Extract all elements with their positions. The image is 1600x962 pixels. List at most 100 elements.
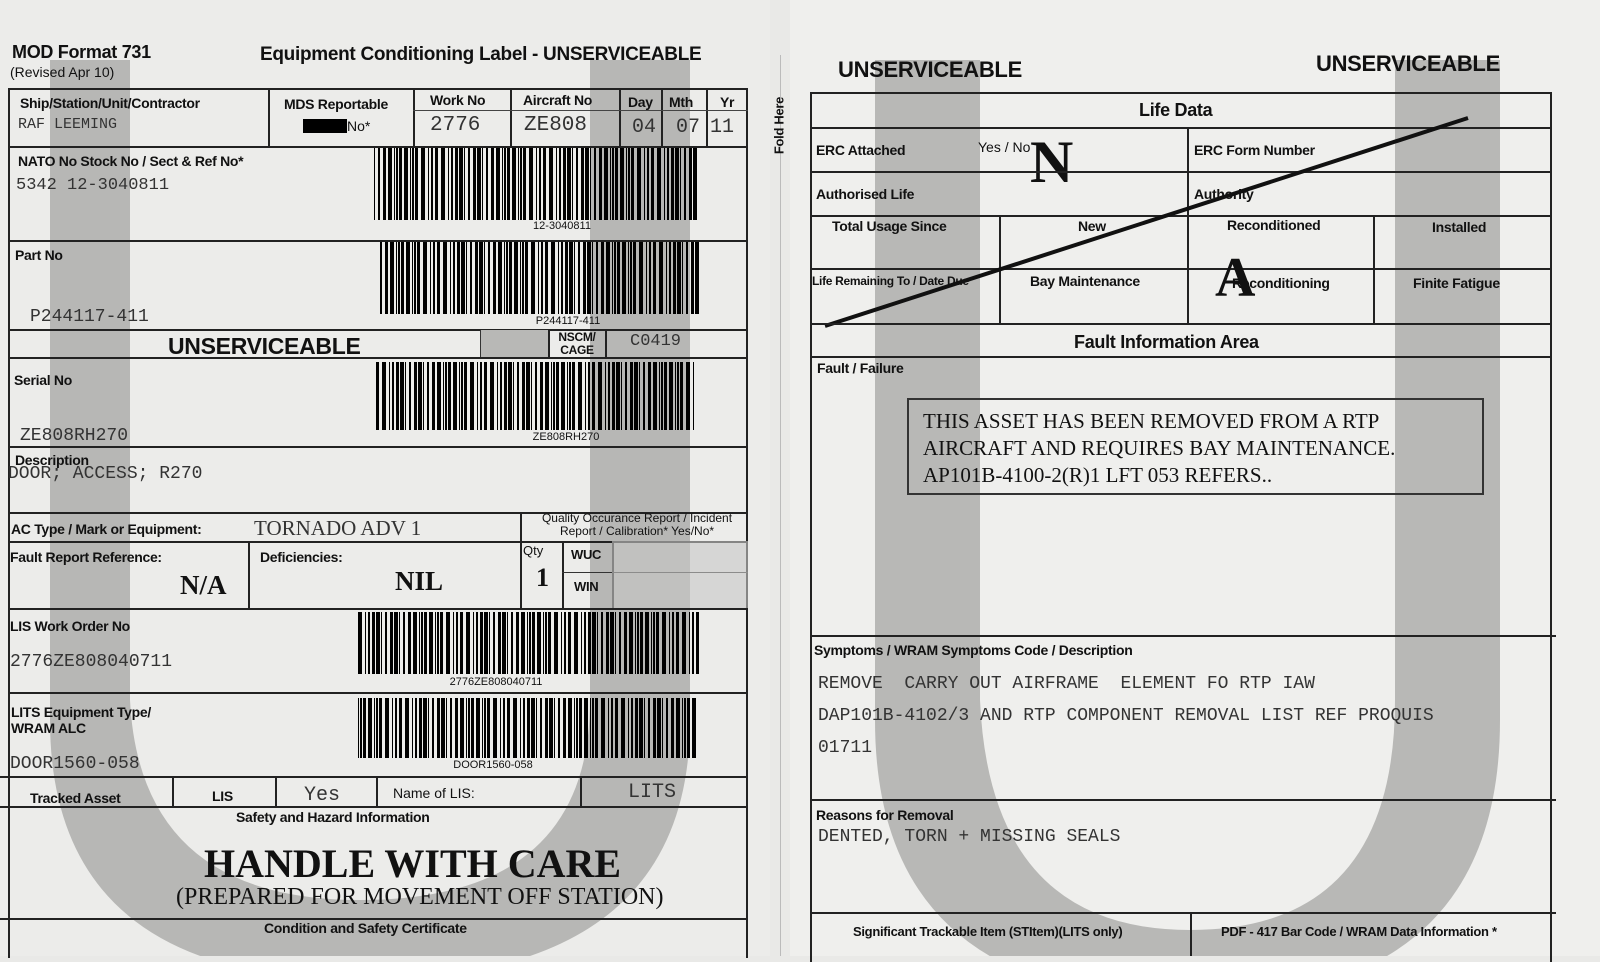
barcode-bar	[460, 698, 464, 758]
barcode-bar	[441, 698, 445, 758]
work-label: Work No	[430, 92, 486, 108]
barcode-bar	[448, 148, 449, 220]
barcode-bar	[476, 612, 478, 674]
barcode-bar	[453, 362, 457, 430]
barcode-bar	[456, 612, 458, 674]
authority-label: Authority	[1194, 186, 1254, 202]
barcode-bar	[605, 362, 606, 430]
barcode-bar	[414, 242, 416, 314]
barcode-bar	[581, 612, 582, 674]
barcode-bar	[368, 612, 370, 674]
form-id: MOD Format 731	[12, 42, 151, 62]
barcode-bar	[551, 362, 552, 430]
barcode-bar	[489, 612, 490, 674]
barcode-bar	[666, 242, 667, 314]
barcode-bar	[376, 612, 380, 674]
barcode-bar	[592, 612, 596, 674]
barcode-bar	[661, 362, 663, 430]
barcode-bar	[509, 242, 512, 314]
erc-handwritten-n: N	[1030, 129, 1074, 195]
barcode-bar	[506, 242, 508, 314]
barcode-bar	[479, 242, 483, 314]
barcode-bar	[587, 242, 591, 314]
barcode-bar	[686, 242, 688, 314]
barcode-bar	[455, 698, 458, 758]
barcode-bar	[484, 242, 485, 314]
barcode-bar	[511, 612, 513, 674]
barcode-bar	[567, 148, 571, 220]
barcode-bar	[410, 148, 411, 220]
barcode-bar	[686, 362, 690, 430]
barcode-bar	[669, 242, 671, 314]
barcode-bar	[594, 148, 596, 220]
erc-attached-label: ERC Attached	[816, 142, 906, 158]
barcode-bar	[646, 242, 647, 314]
barcode-bar	[513, 362, 514, 430]
barcode-bar	[399, 612, 400, 674]
barcode-bar	[395, 698, 397, 758]
barcode-bar	[415, 698, 417, 758]
total-usage-label: Total Usage Since	[832, 218, 947, 234]
barcode-bar	[517, 362, 519, 430]
barcode-bar	[527, 612, 528, 674]
barcode-bar	[651, 612, 652, 674]
serial-barcode-text: ZE808RH270	[532, 431, 600, 443]
barcode-bar	[691, 242, 694, 314]
barcode-bar	[682, 698, 683, 758]
barcode-bar	[561, 242, 563, 314]
barcode-bar	[634, 362, 638, 430]
barcode-bar	[599, 148, 602, 220]
barcode-bar	[453, 242, 455, 314]
barcode-bar	[365, 612, 366, 674]
barcode-bar	[639, 242, 643, 314]
barcode-bar	[531, 698, 535, 758]
barcode-bar	[672, 612, 674, 674]
barcode-bar	[461, 362, 463, 430]
barcode-bar	[677, 362, 679, 430]
barcode-bar	[576, 698, 578, 758]
barcode-bar	[504, 362, 507, 430]
barcode-bar	[598, 362, 602, 430]
nscm-label: NSCM/ CAGE	[558, 330, 596, 357]
symptoms-line: 01711	[818, 738, 873, 758]
barcode-bar	[692, 698, 696, 758]
lits-barcode-text: DOOR1560-058	[453, 759, 533, 771]
barcode-bar	[592, 362, 595, 430]
barcode-bar	[525, 242, 528, 314]
barcode-bar	[461, 242, 465, 314]
barcode-bar	[376, 698, 378, 758]
barcode-bar	[424, 612, 427, 674]
barcode-bar	[476, 698, 480, 758]
barcode-bar	[435, 612, 436, 674]
ship-label: Ship/Station/Unit/Contractor	[20, 95, 200, 111]
barcode-bar	[554, 698, 555, 758]
barcode-bar	[419, 698, 422, 758]
barcode-bar	[664, 362, 667, 430]
barcode-bar	[628, 698, 629, 758]
barcode-bar	[437, 612, 439, 674]
barcode-bar	[584, 698, 588, 758]
barcode-bar	[437, 362, 441, 430]
barcode-bar	[504, 148, 506, 220]
barcode-bar	[610, 612, 614, 674]
lis-work-order-label: LIS Work Order No	[10, 618, 130, 634]
fault-info-area-title: Fault Information Area	[1074, 332, 1259, 352]
barcode-bar	[379, 698, 382, 758]
barcode-bar	[378, 148, 380, 220]
qor-label: Quality Occurance Report / Incident Repo…	[541, 511, 733, 538]
barcode-bar	[583, 242, 586, 314]
barcode-bar	[477, 362, 478, 430]
barcode-bar	[527, 698, 530, 758]
barcode-bar	[572, 362, 575, 430]
barcode-bar	[363, 698, 366, 758]
barcode-bar	[597, 612, 598, 674]
qty-label: Qty	[523, 543, 544, 558]
handwritten-a: A	[1215, 247, 1256, 309]
lis-work-order-value: 2776ZE808040711	[10, 652, 173, 672]
barcode-bar	[673, 242, 676, 314]
barcode-bar	[585, 362, 586, 430]
year-value: 11	[710, 116, 735, 139]
barcode-bar	[412, 148, 414, 220]
barcode-bar	[631, 148, 634, 220]
barcode-bar	[531, 362, 532, 430]
